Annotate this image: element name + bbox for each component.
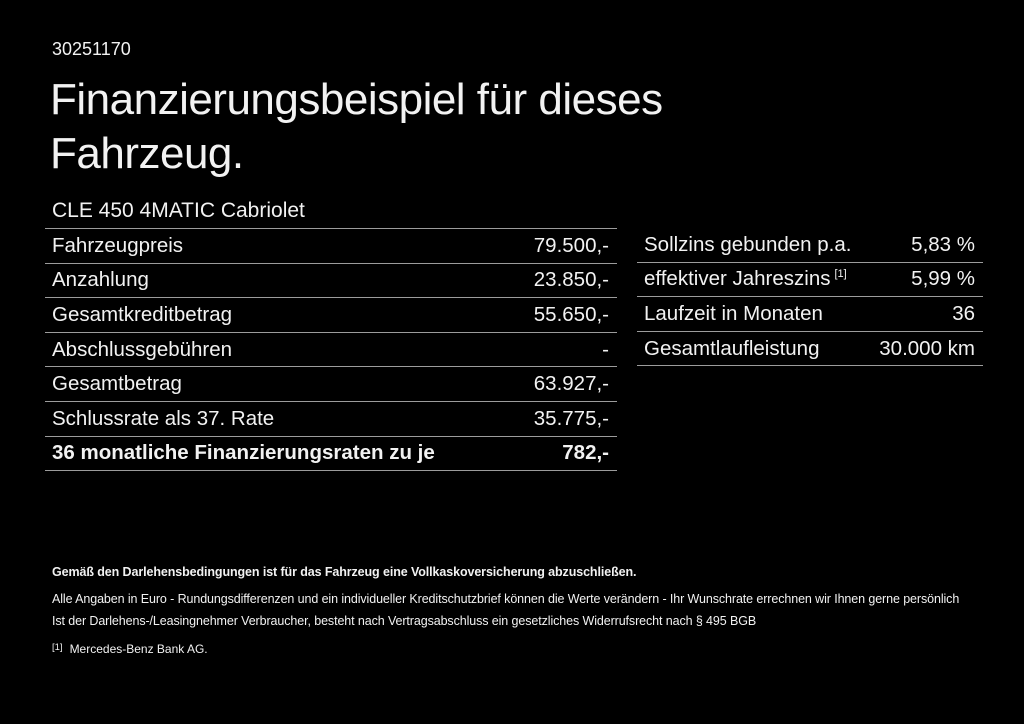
footnote-ref: [1] [834, 267, 847, 280]
table-row: Gesamtbetrag 63.927,- [45, 367, 617, 402]
page-title: Finanzierungsbeispiel für dieses Fahrzeug… [50, 73, 663, 181]
table-row: Fahrzeugpreis 79.500,- [45, 229, 617, 264]
disclaimer-line2: Ist der Darlehens-/Leasingnehmer Verbrau… [52, 614, 757, 628]
document-number: 30251170 [52, 39, 131, 59]
table-row: Schlussrate als 37. Rate 35.775,- [45, 402, 617, 437]
financing-table-left: Fahrzeugpreis 79.500,- Anzahlung 23.850,- Ge… [45, 228, 617, 472]
table-row: Sollzins gebunden p.a. 5,83 % [637, 228, 983, 263]
row-label: Gesamtkreditbetrag [52, 302, 233, 326]
row-value: 35.775,- [533, 406, 609, 430]
row-value: 30.000 km [879, 336, 975, 360]
row-label: Abschlussgebühren [52, 337, 233, 361]
row-label: effektiver Jahreszins [1] [644, 267, 847, 291]
table-row: 36 monatliche Finanzierungsraten zu je 78… [45, 437, 617, 472]
row-label: Sollzins gebunden p.a. [644, 232, 852, 256]
vehicle-model: CLE 450 4MATIC Cabriolet [52, 199, 305, 222]
row-value: 5,83 % [911, 232, 975, 256]
row-label: Schlussrate als 37. Rate [52, 406, 275, 430]
row-value: 63.927,- [533, 372, 609, 396]
row-value: 36 [952, 301, 975, 325]
row-value: 79.500,- [533, 233, 609, 257]
row-label: Anzahlung [52, 268, 149, 292]
row-label: Gesamtlaufleistung [644, 336, 820, 360]
page-title-line1: Finanzierungsbeispiel für dieses [50, 75, 663, 124]
footnote-text: Mercedes-Benz Bank AG. [69, 642, 208, 656]
table-row: effektiver Jahreszins [1] 5,99 % [637, 263, 983, 298]
footer-notes: Gemäß den Darlehensbedingungen ist für d… [52, 563, 997, 659]
footnote: [1] Mercedes-Benz Bank AG. [52, 641, 997, 659]
page-title-line2: Fahrzeug. [50, 129, 244, 178]
row-label: Laufzeit in Monaten [644, 301, 823, 325]
table-row: Gesamtlaufleistung 30.000 km [637, 332, 983, 367]
table-row: Abschlussgebühren - [45, 333, 617, 368]
row-value: 55.650,- [533, 302, 609, 326]
row-value: 23.850,- [533, 268, 609, 292]
row-label: Gesamtbetrag [52, 372, 182, 396]
insurance-requirement-note: Gemäß den Darlehensbedingungen ist für d… [52, 565, 637, 579]
table-row: Gesamtkreditbetrag 55.650,- [45, 298, 617, 333]
row-label: 36 monatliche Finanzierungsraten zu je [52, 441, 435, 465]
row-label: Fahrzeugpreis [52, 233, 184, 257]
row-value: - [602, 337, 609, 361]
table-row: Anzahlung 23.850,- [45, 264, 617, 299]
table-row: Laufzeit in Monaten 36 [637, 297, 983, 332]
row-value: 5,99 % [911, 267, 975, 291]
disclaimer-line1: Alle Angaben in Euro - Rundungsdifferenz… [52, 592, 960, 606]
row-value: 782,- [562, 441, 609, 465]
footnote-marker: [1] [52, 642, 63, 653]
financing-table-right: Sollzins gebunden p.a. 5,83 % effektiver J… [637, 228, 983, 367]
